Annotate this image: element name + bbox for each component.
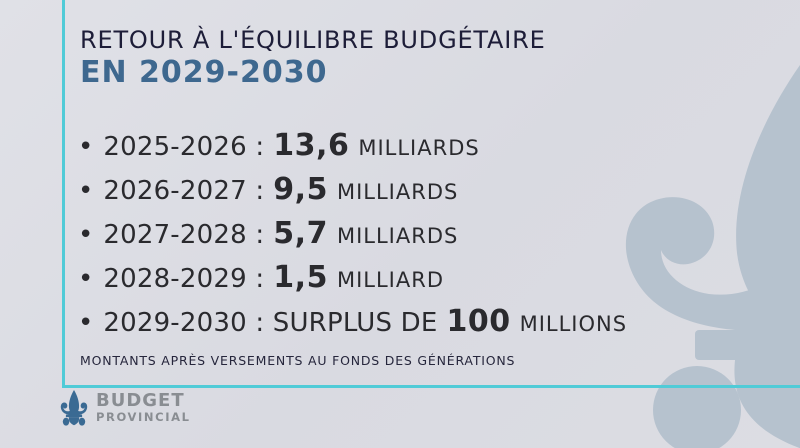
item-label: 2025-2026 : [103, 132, 265, 162]
bullet-icon: • [78, 220, 94, 250]
item-value: 100 [446, 304, 511, 339]
item-label: 2026-2027 : [103, 176, 265, 206]
list-item: • 2027-2028 : 5,7 MILLIARDS [78, 216, 778, 260]
page-subtitle: EN 2029-2030 [80, 55, 328, 90]
item-unit: MILLIONS [519, 312, 628, 336]
accent-border-horizontal [62, 385, 800, 388]
list-item: • 2029-2030 : SURPLUS DE 100 MILLIONS [78, 304, 778, 348]
item-label: 2029-2030 : SURPLUS DE [103, 308, 438, 338]
bullet-icon: • [78, 132, 94, 162]
accent-border-vertical [62, 0, 65, 388]
item-value: 13,6 [273, 128, 350, 163]
list-item: • 2026-2027 : 9,5 MILLIARDS [78, 172, 778, 216]
item-unit: MILLIARD [336, 268, 444, 292]
logo-line1: BUDGET [96, 390, 185, 411]
item-unit: MILLIARDS [336, 224, 459, 248]
list-item: • 2028-2029 : 1,5 MILLIARD [78, 260, 778, 304]
logo: BUDGET PROVINCIAL [60, 390, 191, 426]
logo-text: BUDGET PROVINCIAL [96, 390, 191, 424]
logo-line2: PROVINCIAL [96, 410, 191, 424]
item-label: 2027-2028 : [103, 220, 265, 250]
item-value: 5,7 [273, 216, 328, 251]
item-label: 2028-2029 : [103, 264, 265, 294]
item-value: 1,5 [273, 260, 328, 295]
list-item: • 2025-2026 : 13,6 MILLIARDS [78, 128, 778, 172]
footnote: MONTANTS APRÈS VERSEMENTS AU FONDS DES G… [80, 353, 516, 368]
page-title: RETOUR À L'ÉQUILIBRE BUDGÉTAIRE [80, 26, 546, 54]
deficit-list: • 2025-2026 : 13,6 MILLIARDS • 2026-2027… [78, 128, 778, 348]
item-value: 9,5 [273, 172, 328, 207]
fleur-de-lis-icon [60, 390, 88, 426]
item-unit: MILLIARDS [358, 136, 480, 160]
item-unit: MILLIARDS [336, 180, 459, 204]
bullet-icon: • [78, 176, 94, 206]
bullet-icon: • [78, 308, 94, 338]
bullet-icon: • [78, 264, 94, 294]
